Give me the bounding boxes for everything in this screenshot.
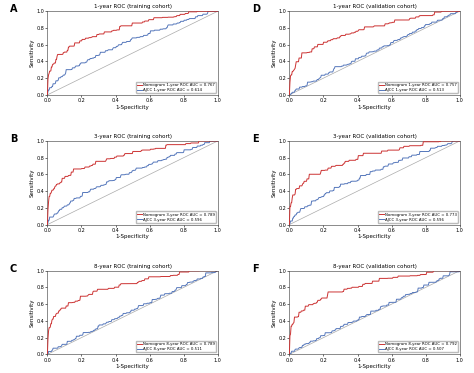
X-axis label: 1-Specificity: 1-Specificity xyxy=(116,364,149,369)
Text: D: D xyxy=(252,4,260,15)
Text: E: E xyxy=(252,134,258,144)
Legend: Nomogram 8-year ROC AUC = 0.789, AJCC 8-year ROC AUC = 0.511: Nomogram 8-year ROC AUC = 0.789, AJCC 8-… xyxy=(136,341,216,352)
Title: 3-year ROC (validation cohort): 3-year ROC (validation cohort) xyxy=(333,134,417,139)
Text: F: F xyxy=(252,264,258,274)
Y-axis label: Sensitivity: Sensitivity xyxy=(272,298,277,327)
Y-axis label: Sensitivity: Sensitivity xyxy=(30,298,35,327)
Legend: Nomogram 3-year ROC AUC = 0.789, AJCC 3-year ROC AUC = 0.596: Nomogram 3-year ROC AUC = 0.789, AJCC 3-… xyxy=(136,211,216,223)
Title: 1-year ROC (training cohort): 1-year ROC (training cohort) xyxy=(93,4,172,9)
X-axis label: 1-Specificity: 1-Specificity xyxy=(358,105,392,110)
X-axis label: 1-Specificity: 1-Specificity xyxy=(358,364,392,369)
Title: 1-year ROC (validation cohort): 1-year ROC (validation cohort) xyxy=(333,4,417,9)
Legend: Nomogram 1-year ROC AUC = 0.757, AJCC 1-year ROC AUC = 0.513: Nomogram 1-year ROC AUC = 0.757, AJCC 1-… xyxy=(378,82,458,93)
X-axis label: 1-Specificity: 1-Specificity xyxy=(116,235,149,239)
Legend: Nomogram 8-year ROC AUC = 0.792, AJCC 8-year ROC AUC = 0.507: Nomogram 8-year ROC AUC = 0.792, AJCC 8-… xyxy=(378,341,458,352)
Text: C: C xyxy=(10,264,17,274)
Title: 8-year ROC (validation cohort): 8-year ROC (validation cohort) xyxy=(333,264,417,269)
Title: 8-year ROC (training cohort): 8-year ROC (training cohort) xyxy=(93,264,172,269)
Text: A: A xyxy=(10,4,18,15)
Title: 3-year ROC (training cohort): 3-year ROC (training cohort) xyxy=(93,134,172,139)
Y-axis label: Sensitivity: Sensitivity xyxy=(30,169,35,197)
Text: B: B xyxy=(10,134,17,144)
Y-axis label: Sensitivity: Sensitivity xyxy=(272,39,277,67)
Y-axis label: Sensitivity: Sensitivity xyxy=(30,39,35,67)
Legend: Nomogram 1-year ROC AUC = 0.767, AJCC 1-year ROC AUC = 0.614: Nomogram 1-year ROC AUC = 0.767, AJCC 1-… xyxy=(136,82,216,93)
Y-axis label: Sensitivity: Sensitivity xyxy=(272,169,277,197)
Legend: Nomogram 3-year ROC AUC = 0.773, AJCC 3-year ROC AUC = 0.596: Nomogram 3-year ROC AUC = 0.773, AJCC 3-… xyxy=(378,211,458,223)
X-axis label: 1-Specificity: 1-Specificity xyxy=(358,235,392,239)
X-axis label: 1-Specificity: 1-Specificity xyxy=(116,105,149,110)
